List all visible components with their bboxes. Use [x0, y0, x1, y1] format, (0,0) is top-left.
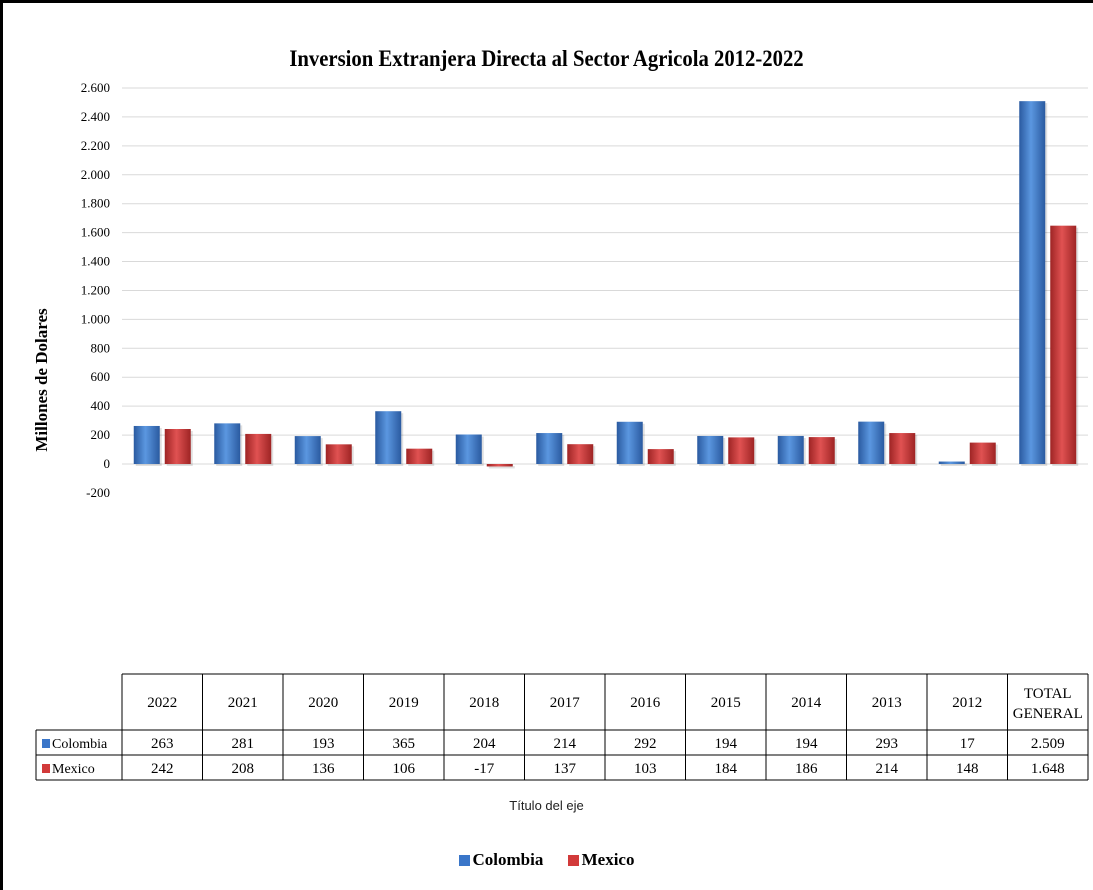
legend-item-colombia: Colombia [458, 850, 544, 870]
category-label: 2013 [872, 695, 902, 711]
bar-mexico [808, 437, 835, 464]
bar-colombia [455, 434, 482, 464]
bar-mexico [889, 433, 916, 464]
bar-colombia [214, 423, 241, 464]
y-tick-label: 800 [91, 340, 111, 355]
row-label-colombia: Colombia [52, 737, 108, 752]
legend-label-mexico: Mexico [581, 850, 635, 869]
data-label-mexico: 184 [715, 761, 738, 777]
data-label-colombia: 194 [795, 736, 818, 752]
category-label: GENERAL [1013, 706, 1083, 722]
y-tick-label: 200 [91, 427, 111, 442]
bar-colombia [536, 433, 563, 464]
data-label-mexico: 103 [634, 761, 657, 777]
bar-colombia [1019, 101, 1046, 464]
legend-swatch-mexico [567, 854, 579, 866]
bar-shadow [488, 466, 515, 469]
bar-colombia [777, 435, 804, 464]
bar-colombia [133, 425, 160, 464]
bar-mexico [969, 442, 996, 464]
data-label-mexico: 148 [956, 761, 979, 777]
data-label-colombia: 214 [554, 736, 577, 752]
y-tick-label: 1.400 [81, 254, 110, 269]
legend-swatch-colombia [458, 854, 470, 866]
y-tick-label: 1.800 [81, 196, 110, 211]
bar-mexico [728, 437, 755, 464]
data-label-colombia: 293 [876, 736, 899, 752]
data-table: 2022 2021 2020 2019 2018 2017 2016 2015 2014 2013… [35, 673, 1089, 781]
data-label-colombia: 2.509 [1031, 736, 1065, 752]
category-label: 2014 [791, 695, 822, 711]
data-label-mexico: -17 [474, 761, 494, 777]
y-tick-label: 1.200 [81, 282, 110, 297]
gridlines [122, 87, 1088, 465]
data-label-colombia: 263 [151, 736, 174, 752]
data-label-mexico: 136 [312, 761, 335, 777]
bar-shadow [940, 463, 967, 466]
bar-colombia [858, 421, 885, 464]
bar-colombia [616, 421, 643, 464]
y-tick-label: 1.600 [81, 225, 110, 240]
category-label: 2016 [630, 695, 661, 711]
bar-mexico [406, 448, 433, 464]
data-label-colombia: 281 [232, 736, 255, 752]
category-label: 2020 [308, 695, 338, 711]
data-label-mexico: 214 [876, 761, 899, 777]
bar-mexico [567, 444, 594, 464]
bar-colombia [938, 461, 965, 464]
y-axis-title: Millones de Dolares [32, 308, 51, 452]
data-label-colombia: 193 [312, 736, 335, 752]
data-label-mexico: 242 [151, 761, 174, 777]
category-label: 2015 [711, 695, 741, 711]
bar-mexico [325, 444, 352, 464]
bar-colombia [697, 435, 724, 464]
bar-mexico [486, 464, 513, 467]
category-label: 2018 [469, 695, 499, 711]
row-key-mexico [42, 764, 50, 773]
data-label-mexico: 186 [795, 761, 818, 777]
bar-colombia [375, 411, 402, 464]
bar-colombia [294, 436, 321, 464]
row-label-mexico: Mexico [52, 762, 95, 777]
y-tick-label: 2.000 [81, 167, 110, 182]
data-label-mexico: 1.648 [1031, 761, 1065, 777]
category-label: 2019 [389, 695, 419, 711]
category-label: 2017 [550, 695, 581, 711]
data-label-colombia: 292 [634, 736, 657, 752]
legend-item-mexico: Mexico [567, 850, 635, 870]
category-label: 2012 [952, 695, 982, 711]
data-label-colombia: 17 [960, 736, 976, 752]
legend: Colombia Mexico [0, 850, 1093, 871]
legend-label-colombia: Colombia [472, 850, 544, 869]
bar-mexico [245, 433, 272, 464]
data-label-mexico: 208 [232, 761, 255, 777]
row-key-colombia [42, 739, 50, 748]
y-tick-label: 1.000 [81, 311, 110, 326]
category-label: 2021 [228, 695, 258, 711]
data-label-mexico: 106 [393, 761, 416, 777]
data-label-colombia: 204 [473, 736, 496, 752]
bar-mexico [647, 449, 674, 464]
y-tick-label: -200 [86, 485, 110, 500]
category-label: TOTAL [1024, 686, 1072, 702]
y-tick-label: 2.200 [81, 138, 110, 153]
y-tick-label: 0 [104, 456, 111, 471]
y-tick-label: 600 [91, 369, 111, 384]
bars [133, 101, 1079, 469]
y-tick-label: 2.400 [81, 109, 110, 124]
data-label-mexico: 137 [554, 761, 577, 777]
chart-title: Inversion Extranjera Directa al Sector A… [289, 46, 804, 71]
y-tick-label: 400 [91, 398, 111, 413]
x-axis-title: Título del eje [509, 798, 584, 813]
bar-mexico [1050, 225, 1077, 464]
y-tick-label: 2.600 [81, 80, 110, 95]
bar-mexico [164, 429, 191, 464]
category-label: 2022 [147, 695, 177, 711]
data-label-colombia: 194 [715, 736, 738, 752]
y-axis-ticks: -200 0 200 400 600 800 1.000 1.200 1.400 1.600 1.8… [81, 80, 110, 500]
data-label-colombia: 365 [393, 736, 416, 752]
